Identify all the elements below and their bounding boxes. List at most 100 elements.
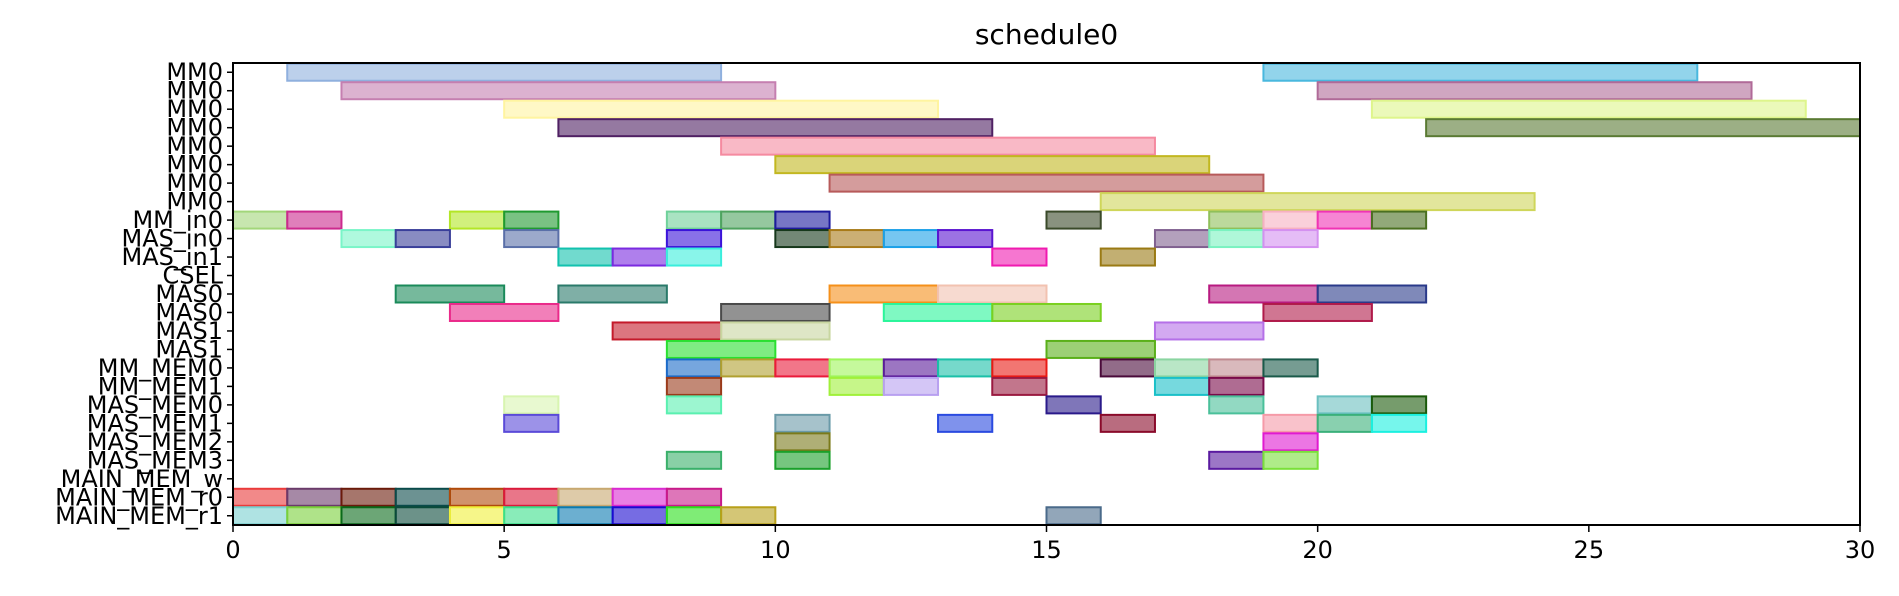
task-bar bbox=[1099, 413, 1156, 433]
task-bar bbox=[828, 358, 885, 378]
task-bar bbox=[1262, 229, 1319, 249]
y-tick-label: MAS0 bbox=[155, 280, 223, 308]
task-bar bbox=[828, 229, 885, 249]
task-bar bbox=[665, 506, 723, 526]
task-bar bbox=[774, 432, 831, 452]
task-bar bbox=[340, 487, 397, 507]
task-bar bbox=[503, 506, 560, 526]
task-bar bbox=[1099, 358, 1156, 378]
task-bar bbox=[503, 229, 560, 249]
task-bar bbox=[394, 284, 506, 304]
task-bar bbox=[665, 450, 723, 470]
task-bar bbox=[828, 173, 1265, 193]
task-bar bbox=[1262, 413, 1319, 433]
task-bar bbox=[448, 302, 560, 322]
task-bar bbox=[1208, 229, 1265, 249]
task-bar bbox=[882, 229, 940, 249]
y-tick-label: MM0 bbox=[166, 151, 223, 179]
plot-frame bbox=[232, 62, 1861, 526]
task-bar bbox=[448, 487, 506, 507]
task-bar bbox=[991, 247, 1048, 267]
task-bar bbox=[774, 413, 831, 433]
task-bar bbox=[882, 302, 994, 322]
task-bar bbox=[720, 506, 777, 526]
task-bar bbox=[503, 487, 560, 507]
task-bar bbox=[720, 358, 777, 378]
task-bar bbox=[991, 376, 1048, 396]
task-bar bbox=[828, 376, 885, 396]
task-bar bbox=[665, 376, 723, 396]
task-bar bbox=[1262, 62, 1699, 82]
task-bar bbox=[937, 284, 1048, 304]
x-tick-label: 5 bbox=[497, 536, 512, 564]
task-bar bbox=[1099, 192, 1536, 212]
task-bar bbox=[1262, 358, 1319, 378]
task-bar bbox=[232, 487, 289, 507]
y-tick-label: MAIN_MEM_w bbox=[61, 465, 223, 493]
x-tick-label: 30 bbox=[1845, 536, 1876, 564]
x-tick-label: 20 bbox=[1302, 536, 1333, 564]
task-bar bbox=[394, 229, 451, 249]
task-bar bbox=[1045, 506, 1102, 526]
task-bar bbox=[720, 302, 831, 322]
task-bar bbox=[611, 487, 668, 507]
task-bar bbox=[448, 210, 506, 230]
task-bar bbox=[611, 506, 668, 526]
task-bar bbox=[286, 487, 343, 507]
task-bar bbox=[774, 155, 1211, 175]
task-bar bbox=[1153, 358, 1211, 378]
task-bar bbox=[774, 229, 831, 249]
y-tick-label: MM0 bbox=[166, 132, 223, 160]
x-tick-label: 25 bbox=[1574, 536, 1605, 564]
x-axis: 0 5 10 15 20 25 30 bbox=[225, 525, 1875, 564]
task-bar bbox=[611, 247, 668, 267]
task-bar bbox=[1153, 229, 1211, 249]
y-tick-label: MM0 bbox=[166, 77, 223, 105]
task-bar bbox=[1316, 81, 1753, 101]
task-bar bbox=[1153, 376, 1211, 396]
task-bar bbox=[503, 99, 940, 119]
task-bar bbox=[557, 118, 994, 138]
task-bar bbox=[1153, 321, 1265, 341]
task-bar bbox=[394, 487, 451, 507]
task-bar bbox=[340, 81, 777, 101]
y-tick-label: MAS1 bbox=[155, 317, 223, 345]
y-tick-label: MAS_MEM3 bbox=[87, 446, 223, 474]
task-bar bbox=[286, 62, 723, 82]
task-bar bbox=[1099, 247, 1156, 267]
task-bar bbox=[937, 358, 994, 378]
task-bar bbox=[1262, 450, 1319, 470]
task-bar bbox=[1370, 99, 1807, 119]
task-bar bbox=[448, 506, 506, 526]
task-bar bbox=[828, 284, 940, 304]
task-bar bbox=[665, 358, 723, 378]
y-tick-label: MAS_MEM1 bbox=[87, 409, 223, 437]
task-bar bbox=[286, 210, 343, 230]
task-bar bbox=[1045, 339, 1156, 359]
y-tick-label: MM_in0 bbox=[132, 206, 223, 234]
y-tick-label: MAS1 bbox=[155, 335, 223, 363]
task-bar bbox=[611, 321, 723, 341]
task-bar bbox=[1208, 284, 1319, 304]
task-bar bbox=[882, 358, 940, 378]
task-bar bbox=[665, 395, 723, 415]
task-bar bbox=[1262, 432, 1319, 452]
task-bar bbox=[1208, 395, 1265, 415]
chart-title: schedule0 bbox=[975, 18, 1118, 51]
task-bar bbox=[286, 506, 343, 526]
task-bar bbox=[1425, 118, 1861, 138]
task-bar bbox=[340, 229, 397, 249]
x-tick-label: 15 bbox=[1031, 536, 1062, 564]
task-bar bbox=[1370, 210, 1428, 230]
task-bar bbox=[882, 376, 940, 396]
task-bar bbox=[774, 450, 831, 470]
task-bar bbox=[665, 487, 723, 507]
y-tick-label: MAS_in1 bbox=[121, 243, 223, 271]
task-bar bbox=[720, 210, 777, 230]
y-tick-label: CSEL bbox=[162, 262, 223, 290]
task-bar bbox=[1316, 413, 1373, 433]
x-tick-label: 10 bbox=[760, 536, 791, 564]
y-tick-label: MM0 bbox=[166, 188, 223, 216]
y-axis-labels: MM0MM0MM0MM0MM0MM0MM0MM0MM_in0MAS_in0MAS… bbox=[55, 58, 233, 530]
